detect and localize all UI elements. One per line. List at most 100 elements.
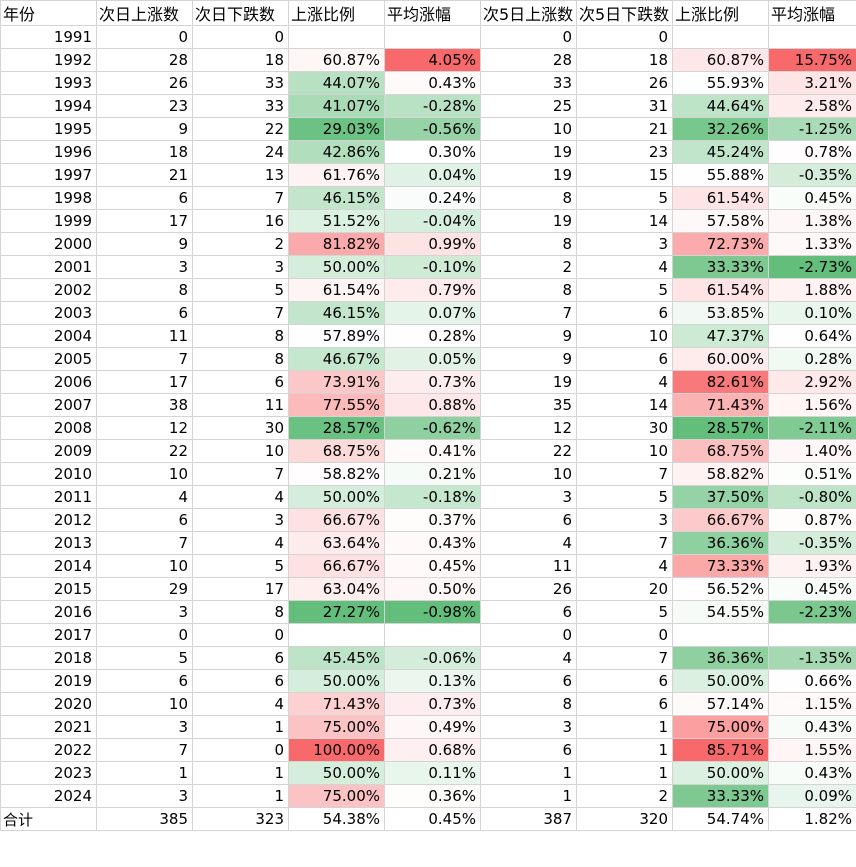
cell-year[interactable]: 2016	[0, 600, 97, 624]
cell-next5-avg-gain[interactable]: 1.40%	[768, 439, 856, 463]
cell-year[interactable]: 2011	[0, 485, 97, 509]
cell-up-ratio[interactable]: 68.75%	[288, 439, 385, 463]
cell-next5-up[interactable]: 0	[480, 623, 577, 647]
header-cell-up-ratio[interactable]: 上涨比例	[288, 0, 385, 26]
cell-next5-down[interactable]: 3	[576, 232, 673, 256]
cell-next5-avg-gain[interactable]: 0.09%	[768, 784, 856, 808]
cell-avg-gain[interactable]: 0.99%	[384, 232, 481, 256]
cell-next5-up[interactable]: 10	[480, 117, 577, 141]
cell-next-day-down[interactable]: 7	[192, 301, 289, 325]
header-cell-year[interactable]: 年份	[0, 0, 97, 26]
cell-next-day-up[interactable]: 10	[96, 554, 193, 578]
cell-next5-up-ratio[interactable]	[672, 25, 769, 49]
cell-next5-up-ratio[interactable]: 72.73%	[672, 232, 769, 256]
cell-up-ratio[interactable]: 46.15%	[288, 301, 385, 325]
cell-up-ratio[interactable]: 73.91%	[288, 370, 385, 394]
cell-next5-up-ratio[interactable]: 36.36%	[672, 646, 769, 670]
cell-next5-down[interactable]: 6	[576, 692, 673, 716]
cell-next-day-up[interactable]: 3	[96, 255, 193, 279]
cell-year[interactable]: 1992	[0, 48, 97, 72]
cell-avg-gain[interactable]: -0.10%	[384, 255, 481, 279]
cell-next-day-down[interactable]: 2	[192, 232, 289, 256]
cell-next5-avg-gain[interactable]: -0.80%	[768, 485, 856, 509]
cell-next-day-up[interactable]: 4	[96, 485, 193, 509]
cell-next-day-up[interactable]: 7	[96, 347, 193, 371]
cell-next5-up[interactable]: 8	[480, 278, 577, 302]
cell-next-day-up[interactable]: 3	[96, 784, 193, 808]
cell-next-day-up[interactable]: 0	[96, 25, 193, 49]
cell-next-day-up[interactable]: 29	[96, 577, 193, 601]
cell-next5-up[interactable]: 3	[480, 485, 577, 509]
cell-up-ratio[interactable]: 75.00%	[288, 784, 385, 808]
cell-avg-gain[interactable]: 4.05%	[384, 48, 481, 72]
cell-avg-gain[interactable]: -0.56%	[384, 117, 481, 141]
cell-next5-up[interactable]: 28	[480, 48, 577, 72]
cell-next5-down[interactable]: 1	[576, 738, 673, 762]
cell-next-day-down[interactable]: 33	[192, 94, 289, 118]
cell-avg-gain[interactable]: 0.37%	[384, 508, 481, 532]
cell-next5-up-ratio[interactable]: 56.52%	[672, 577, 769, 601]
cell-up-ratio[interactable]: 46.15%	[288, 186, 385, 210]
cell-up-ratio[interactable]: 63.04%	[288, 577, 385, 601]
cell-next5-avg-gain[interactable]: 0.87%	[768, 508, 856, 532]
cell-next5-up-ratio[interactable]: 32.26%	[672, 117, 769, 141]
cell-next5-down[interactable]: 4	[576, 255, 673, 279]
cell-next5-avg-gain[interactable]: -2.23%	[768, 600, 856, 624]
cell-up-ratio[interactable]: 51.52%	[288, 209, 385, 233]
cell-next-day-up[interactable]: 22	[96, 439, 193, 463]
header-cell-next5-down[interactable]: 次5日下跌数	[576, 0, 673, 26]
cell-next-day-up[interactable]: 28	[96, 48, 193, 72]
cell-next5-up[interactable]: 35	[480, 393, 577, 417]
cell-up-ratio[interactable]: 66.67%	[288, 554, 385, 578]
cell-up-ratio[interactable]: 100.00%	[288, 738, 385, 762]
cell-year[interactable]: 2007	[0, 393, 97, 417]
cell-next5-avg-gain[interactable]: 1.56%	[768, 393, 856, 417]
cell-next-day-up[interactable]: 1	[96, 761, 193, 785]
cell-next5-avg-gain[interactable]: 0.43%	[768, 761, 856, 785]
cell-avg-gain[interactable]: -0.06%	[384, 646, 481, 670]
cell-up-ratio[interactable]: 28.57%	[288, 416, 385, 440]
cell-next5-down[interactable]: 15	[576, 163, 673, 187]
cell-next5-up[interactable]: 3	[480, 715, 577, 739]
cell-next5-down[interactable]: 14	[576, 393, 673, 417]
cell-next-day-down[interactable]: 33	[192, 71, 289, 95]
cell-avg-gain[interactable]: 0.36%	[384, 784, 481, 808]
cell-up-ratio[interactable]: 71.43%	[288, 692, 385, 716]
cell-next5-down[interactable]: 1	[576, 761, 673, 785]
cell-next5-down[interactable]: 5	[576, 278, 673, 302]
cell-next5-avg-gain[interactable]: -2.11%	[768, 416, 856, 440]
cell-next-day-down[interactable]: 7	[192, 186, 289, 210]
cell-year[interactable]: 1994	[0, 94, 97, 118]
cell-next-day-up[interactable]: 8	[96, 278, 193, 302]
cell-next5-down[interactable]: 7	[576, 646, 673, 670]
cell-up-ratio[interactable]: 44.07%	[288, 71, 385, 95]
cell-next5-up[interactable]: 19	[480, 370, 577, 394]
cell-next5-up-ratio[interactable]: 60.00%	[672, 347, 769, 371]
cell-next-day-up[interactable]: 12	[96, 416, 193, 440]
cell-next5-avg-gain[interactable]: -1.25%	[768, 117, 856, 141]
cell-avg-gain[interactable]	[384, 25, 481, 49]
cell-next5-down[interactable]: 30	[576, 416, 673, 440]
cell-next5-down[interactable]: 14	[576, 209, 673, 233]
cell-next5-up[interactable]: 8	[480, 232, 577, 256]
header-cell-next-day-down[interactable]: 次日下跌数	[192, 0, 289, 26]
cell-next5-down[interactable]: 5	[576, 600, 673, 624]
cell-up-ratio[interactable]: 27.27%	[288, 600, 385, 624]
cell-up-ratio[interactable]: 58.82%	[288, 462, 385, 486]
cell-year[interactable]: 2014	[0, 554, 97, 578]
cell-next5-down[interactable]: 18	[576, 48, 673, 72]
cell-next5-down[interactable]: 6	[576, 669, 673, 693]
cell-year[interactable]: 2008	[0, 416, 97, 440]
cell-next-day-down[interactable]: 16	[192, 209, 289, 233]
cell-next-day-up[interactable]: 18	[96, 140, 193, 164]
cell-year[interactable]: 1995	[0, 117, 97, 141]
cell-next5-down[interactable]: 4	[576, 370, 673, 394]
cell-avg-gain[interactable]: -0.98%	[384, 600, 481, 624]
cell-next5-up-ratio[interactable]: 68.75%	[672, 439, 769, 463]
cell-next5-up[interactable]: 6	[480, 738, 577, 762]
cell-year[interactable]: 2024	[0, 784, 97, 808]
cell-avg-gain[interactable]: 0.45%	[384, 554, 481, 578]
cell-avg-gain[interactable]: -0.04%	[384, 209, 481, 233]
cell-next5-down[interactable]: 2	[576, 784, 673, 808]
cell-up-ratio[interactable]: 66.67%	[288, 508, 385, 532]
